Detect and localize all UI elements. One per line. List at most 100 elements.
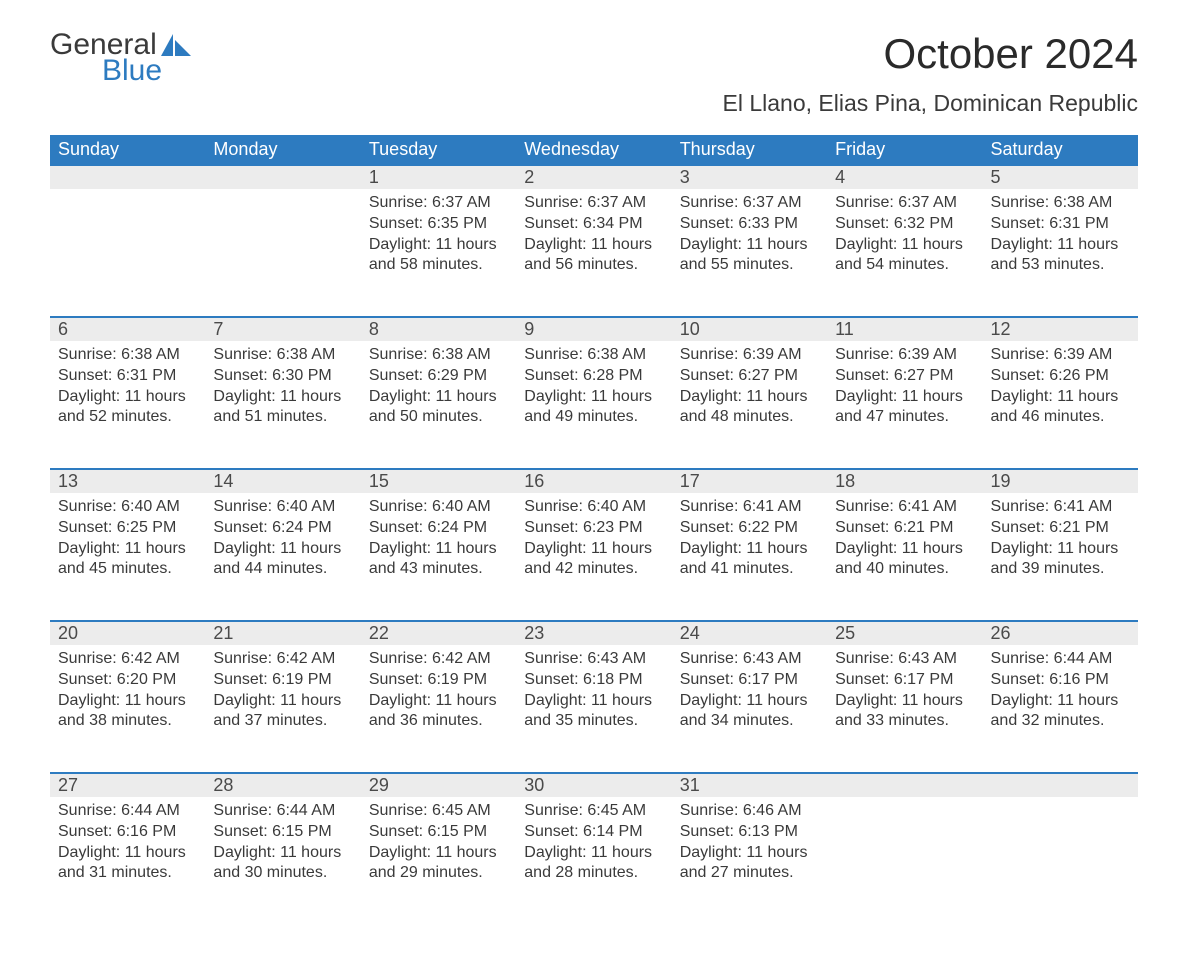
sunset-line: Sunset: 6:16 PM (991, 670, 1130, 691)
day-number: 17 (672, 469, 827, 493)
day-number: 4 (827, 165, 982, 189)
sunrise-line: Sunrise: 6:44 AM (213, 801, 352, 822)
sunrise-line: Sunrise: 6:41 AM (835, 497, 974, 518)
sunrise-line: Sunrise: 6:43 AM (524, 649, 663, 670)
day-number: 23 (516, 621, 671, 645)
daylight-line: Daylight: 11 hours and 30 minutes. (213, 843, 352, 885)
day-number: 30 (516, 773, 671, 797)
weekday-header: Friday (827, 135, 982, 165)
daylight-line: Daylight: 11 hours and 32 minutes. (991, 691, 1130, 733)
day-number-row: 12345 (50, 165, 1138, 189)
daylight-line: Daylight: 11 hours and 55 minutes. (680, 235, 819, 277)
sunrise-line: Sunrise: 6:37 AM (524, 193, 663, 214)
day-cell: Sunrise: 6:38 AMSunset: 6:28 PMDaylight:… (516, 341, 671, 469)
calendar-body: 12345Sunrise: 6:37 AMSunset: 6:35 PMDayl… (50, 165, 1138, 925)
sunrise-line: Sunrise: 6:40 AM (369, 497, 508, 518)
day-number: 24 (672, 621, 827, 645)
day-cell: Sunrise: 6:40 AMSunset: 6:23 PMDaylight:… (516, 493, 671, 621)
sunset-line: Sunset: 6:18 PM (524, 670, 663, 691)
day-cell: Sunrise: 6:44 AMSunset: 6:15 PMDaylight:… (205, 797, 360, 925)
daylight-line: Daylight: 11 hours and 58 minutes. (369, 235, 508, 277)
day-number: 5 (983, 165, 1138, 189)
day-cell: Sunrise: 6:38 AMSunset: 6:31 PMDaylight:… (983, 189, 1138, 317)
empty-cell (983, 797, 1138, 925)
day-number: 26 (983, 621, 1138, 645)
daylight-line: Daylight: 11 hours and 28 minutes. (524, 843, 663, 885)
sunset-line: Sunset: 6:19 PM (369, 670, 508, 691)
day-number: 10 (672, 317, 827, 341)
sunrise-line: Sunrise: 6:38 AM (213, 345, 352, 366)
sunrise-line: Sunrise: 6:45 AM (369, 801, 508, 822)
daylight-line: Daylight: 11 hours and 37 minutes. (213, 691, 352, 733)
sunrise-line: Sunrise: 6:40 AM (524, 497, 663, 518)
sunset-line: Sunset: 6:17 PM (680, 670, 819, 691)
day-number: 21 (205, 621, 360, 645)
day-cell: Sunrise: 6:42 AMSunset: 6:19 PMDaylight:… (361, 645, 516, 773)
sunset-line: Sunset: 6:32 PM (835, 214, 974, 235)
day-number: 27 (50, 773, 205, 797)
weekday-header: Tuesday (361, 135, 516, 165)
sunrise-line: Sunrise: 6:44 AM (991, 649, 1130, 670)
daylight-line: Daylight: 11 hours and 34 minutes. (680, 691, 819, 733)
daylight-line: Daylight: 11 hours and 43 minutes. (369, 539, 508, 581)
sunset-line: Sunset: 6:35 PM (369, 214, 508, 235)
sunset-line: Sunset: 6:14 PM (524, 822, 663, 843)
day-cell: Sunrise: 6:38 AMSunset: 6:30 PMDaylight:… (205, 341, 360, 469)
daylight-line: Daylight: 11 hours and 36 minutes. (369, 691, 508, 733)
daylight-line: Daylight: 11 hours and 56 minutes. (524, 235, 663, 277)
day-cell: Sunrise: 6:40 AMSunset: 6:24 PMDaylight:… (205, 493, 360, 621)
day-cell: Sunrise: 6:44 AMSunset: 6:16 PMDaylight:… (50, 797, 205, 925)
day-number: 2 (516, 165, 671, 189)
sunrise-line: Sunrise: 6:37 AM (369, 193, 508, 214)
day-number: 11 (827, 317, 982, 341)
brand-word2: Blue (102, 56, 191, 86)
sunrise-line: Sunrise: 6:45 AM (524, 801, 663, 822)
daylight-line: Daylight: 11 hours and 33 minutes. (835, 691, 974, 733)
day-number-row: 13141516171819 (50, 469, 1138, 493)
weekday-header: Thursday (672, 135, 827, 165)
empty-cell (50, 189, 205, 317)
calendar-table: SundayMondayTuesdayWednesdayThursdayFrid… (50, 135, 1138, 925)
sunrise-line: Sunrise: 6:46 AM (680, 801, 819, 822)
day-number: 20 (50, 621, 205, 645)
day-cell: Sunrise: 6:41 AMSunset: 6:21 PMDaylight:… (983, 493, 1138, 621)
daylight-line: Daylight: 11 hours and 35 minutes. (524, 691, 663, 733)
sunrise-line: Sunrise: 6:44 AM (58, 801, 197, 822)
weekday-header: Wednesday (516, 135, 671, 165)
location-subtitle: El Llano, Elias Pina, Dominican Republic (50, 90, 1138, 117)
sunset-line: Sunset: 6:34 PM (524, 214, 663, 235)
day-number: 16 (516, 469, 671, 493)
sunset-line: Sunset: 6:22 PM (680, 518, 819, 539)
day-cell: Sunrise: 6:45 AMSunset: 6:15 PMDaylight:… (361, 797, 516, 925)
sunrise-line: Sunrise: 6:42 AM (369, 649, 508, 670)
sunset-line: Sunset: 6:15 PM (213, 822, 352, 843)
sunset-line: Sunset: 6:30 PM (213, 366, 352, 387)
daylight-line: Daylight: 11 hours and 39 minutes. (991, 539, 1130, 581)
daylight-line: Daylight: 11 hours and 47 minutes. (835, 387, 974, 429)
day-cell: Sunrise: 6:37 AMSunset: 6:34 PMDaylight:… (516, 189, 671, 317)
sunset-line: Sunset: 6:27 PM (680, 366, 819, 387)
day-cell: Sunrise: 6:38 AMSunset: 6:29 PMDaylight:… (361, 341, 516, 469)
day-number: 15 (361, 469, 516, 493)
sunset-line: Sunset: 6:33 PM (680, 214, 819, 235)
day-cell: Sunrise: 6:42 AMSunset: 6:20 PMDaylight:… (50, 645, 205, 773)
day-content-row: Sunrise: 6:42 AMSunset: 6:20 PMDaylight:… (50, 645, 1138, 773)
daylight-line: Daylight: 11 hours and 29 minutes. (369, 843, 508, 885)
weekday-header: Saturday (983, 135, 1138, 165)
daylight-line: Daylight: 11 hours and 54 minutes. (835, 235, 974, 277)
sunrise-line: Sunrise: 6:39 AM (680, 345, 819, 366)
daylight-line: Daylight: 11 hours and 53 minutes. (991, 235, 1130, 277)
day-number-row: 20212223242526 (50, 621, 1138, 645)
day-number: 7 (205, 317, 360, 341)
day-cell: Sunrise: 6:39 AMSunset: 6:27 PMDaylight:… (672, 341, 827, 469)
day-number: 3 (672, 165, 827, 189)
weekday-header: Sunday (50, 135, 205, 165)
empty-cell (50, 165, 205, 189)
sunrise-line: Sunrise: 6:42 AM (213, 649, 352, 670)
day-cell: Sunrise: 6:41 AMSunset: 6:22 PMDaylight:… (672, 493, 827, 621)
daylight-line: Daylight: 11 hours and 27 minutes. (680, 843, 819, 885)
day-number: 31 (672, 773, 827, 797)
daylight-line: Daylight: 11 hours and 44 minutes. (213, 539, 352, 581)
day-cell: Sunrise: 6:43 AMSunset: 6:18 PMDaylight:… (516, 645, 671, 773)
sunset-line: Sunset: 6:31 PM (58, 366, 197, 387)
